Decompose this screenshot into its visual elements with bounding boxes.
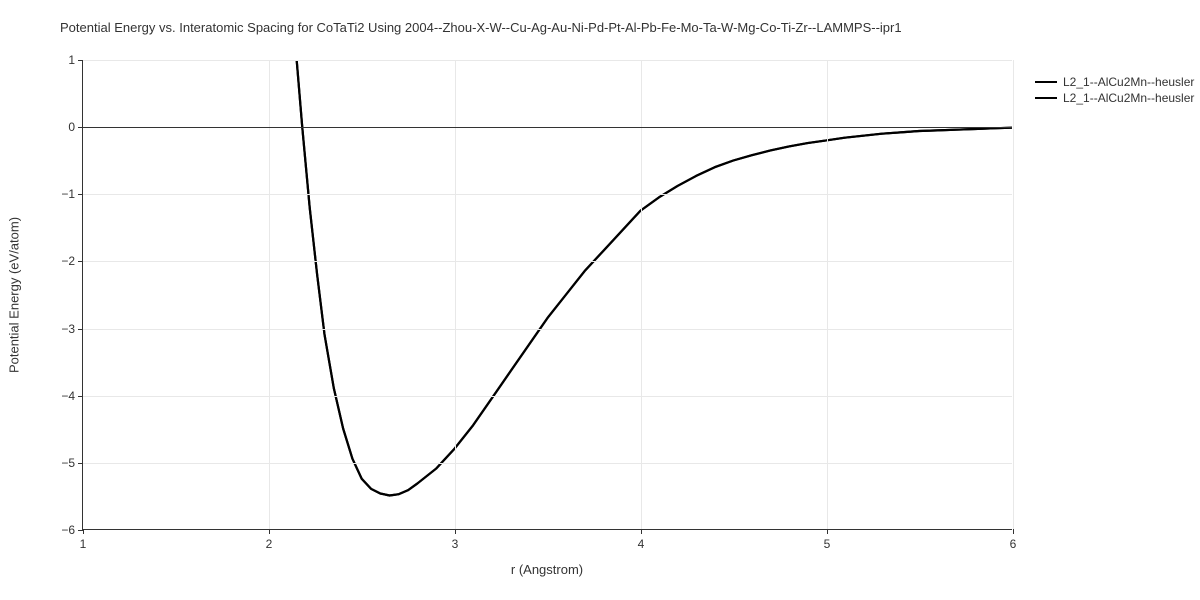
y-tick-label: 0 (68, 120, 83, 134)
gridline-horizontal (83, 60, 1012, 61)
plot-area: 123456−6−5−4−3−2−101 (82, 60, 1012, 530)
y-tick-label: −5 (61, 456, 83, 470)
legend-swatch (1035, 97, 1057, 99)
y-tick-label: −6 (61, 523, 83, 537)
x-tick-label: 3 (452, 529, 459, 551)
y-axis-label: Potential Energy (eV/atom) (7, 217, 22, 373)
zero-line (83, 127, 1012, 128)
x-tick-label: 5 (824, 529, 831, 551)
y-tick-label: 1 (68, 53, 83, 67)
curve-canvas (83, 60, 1012, 529)
gridline-horizontal (83, 463, 1012, 464)
y-tick-label: −2 (61, 254, 83, 268)
x-tick-label: 6 (1010, 529, 1017, 551)
gridline-vertical (455, 60, 456, 529)
legend: L2_1--AlCu2Mn--heusler L2_1--AlCu2Mn--heu… (1035, 75, 1194, 107)
series-line-1 (297, 60, 1012, 496)
gridline-vertical (827, 60, 828, 529)
gridline-horizontal (83, 396, 1012, 397)
gridline-vertical (1013, 60, 1014, 529)
legend-item[interactable]: L2_1--AlCu2Mn--heusler (1035, 75, 1194, 89)
y-tick-label: −4 (61, 389, 83, 403)
legend-item[interactable]: L2_1--AlCu2Mn--heusler (1035, 91, 1194, 105)
gridline-vertical (641, 60, 642, 529)
x-tick-label: 2 (266, 529, 273, 551)
gridline-horizontal (83, 194, 1012, 195)
series-line-0 (297, 60, 1012, 496)
y-tick-label: −3 (61, 322, 83, 336)
y-tick-label: −1 (61, 187, 83, 201)
gridline-horizontal (83, 261, 1012, 262)
x-tick-label: 4 (638, 529, 645, 551)
gridline-vertical (269, 60, 270, 529)
legend-label: L2_1--AlCu2Mn--heusler (1063, 75, 1194, 89)
gridline-horizontal (83, 329, 1012, 330)
chart-title: Potential Energy vs. Interatomic Spacing… (60, 20, 902, 35)
legend-label: L2_1--AlCu2Mn--heusler (1063, 91, 1194, 105)
x-axis-label: r (Angstrom) (511, 562, 583, 577)
legend-swatch (1035, 81, 1057, 83)
